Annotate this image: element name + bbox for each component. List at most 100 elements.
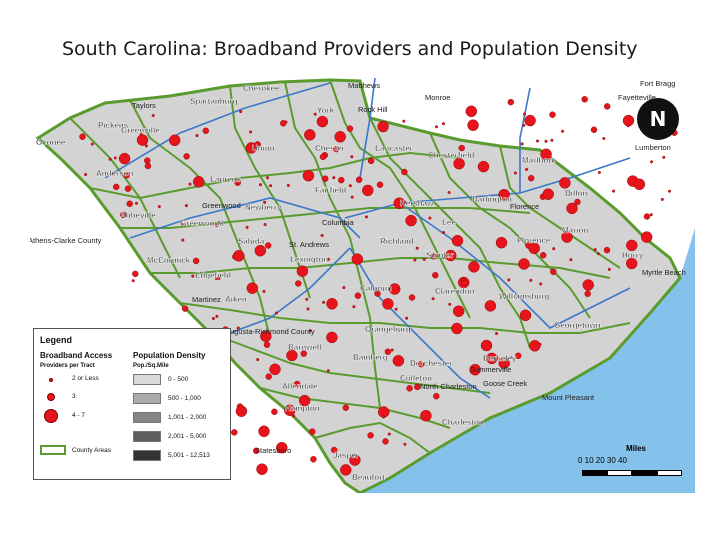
place-label: Lumberton [635, 143, 671, 152]
legend-density-swatch-4 [133, 431, 161, 442]
county-label: Newberry [245, 203, 282, 212]
legend-title: Legend [40, 335, 73, 345]
provider-dot [590, 126, 598, 133]
provider-dot [559, 177, 571, 189]
provider-dot [468, 261, 480, 273]
provider-dot [263, 200, 267, 204]
provider-dot [319, 153, 327, 161]
provider-dot [522, 123, 526, 127]
county-label: Georgetown [554, 321, 601, 330]
county-label: Spartanburg [190, 97, 238, 106]
place-label: Taylors [132, 101, 156, 110]
provider-dot [108, 157, 112, 161]
place-label: Summerville [470, 365, 511, 374]
provider-dot [550, 138, 554, 142]
provider-dot [467, 119, 479, 131]
provider-dot [90, 142, 94, 146]
place-label: Fort Bragg [640, 79, 675, 88]
county-boundary [229, 85, 311, 299]
provider-dot [389, 283, 401, 295]
place-label: Mount Pleasant [542, 393, 595, 402]
provider-dot [420, 410, 432, 422]
provider-dot [544, 139, 548, 143]
interstate-road [129, 197, 361, 239]
provider-dot [181, 223, 185, 227]
provider-dot [132, 270, 139, 278]
provider-dot [582, 98, 586, 102]
provider-dot [377, 120, 389, 133]
county-label: Lee [442, 218, 456, 227]
provider-dot [448, 302, 452, 306]
provider-dot [524, 114, 536, 127]
county-label: Greenwood [180, 219, 224, 228]
provider-dot [433, 393, 440, 400]
provider-dot [382, 415, 386, 419]
provider-dot [495, 331, 499, 335]
county-label: Fairfield [315, 186, 346, 195]
provider-dot [362, 184, 374, 197]
county-boundary [209, 332, 491, 394]
provider-dot [461, 279, 468, 287]
provider-dot [293, 380, 301, 388]
provider-dot [465, 105, 477, 117]
provider-dot [256, 358, 260, 362]
place-label: Athens-Clarke County [30, 236, 102, 245]
provider-dot [119, 211, 127, 219]
provider-dot [266, 176, 270, 180]
provider-dot [528, 174, 535, 182]
provider-dot [518, 258, 530, 270]
county-label: Cherokee [243, 84, 280, 93]
provider-dot [405, 214, 417, 227]
provider-dot [235, 405, 248, 417]
place-label: North Charleston [420, 382, 477, 391]
place-label: Goose Creek [483, 379, 527, 388]
provider-dot [191, 274, 195, 278]
north-arrow: N [637, 98, 679, 140]
provider-dot [286, 183, 290, 187]
provider-dot [405, 316, 409, 320]
provider-dot [112, 172, 116, 176]
county-label: Sumter [426, 251, 454, 260]
provider-dot [332, 176, 336, 180]
county-boundary [314, 421, 431, 454]
county-label: Beaufort [352, 473, 385, 482]
provider-dot [144, 144, 148, 148]
provider-dot [495, 236, 508, 249]
provider-dot [549, 111, 556, 118]
provider-dot [525, 167, 529, 171]
provider-dot [597, 170, 601, 174]
provider-dot [322, 300, 326, 304]
provider-dot [509, 356, 513, 360]
provider-dot [123, 172, 131, 179]
provider-dot [256, 463, 268, 475]
provider-dot [246, 282, 259, 294]
county-boundary [499, 145, 621, 269]
county-label: Pickens [98, 121, 129, 130]
place-label: St. Andrews [289, 240, 329, 249]
place-label: Columbia [322, 218, 355, 227]
legend-provider-class-3: 4 - 7 [72, 412, 86, 419]
provider-dot [382, 298, 394, 310]
provider-dot [540, 251, 547, 259]
provider-dot [469, 364, 481, 376]
provider-dot [394, 307, 398, 311]
provider-dot [184, 204, 188, 208]
provider-dot [507, 98, 514, 106]
provider-dot [520, 142, 524, 146]
provider-dot [513, 171, 517, 175]
provider-dot [183, 153, 190, 160]
provider-dot [327, 257, 331, 261]
provider-dot [310, 456, 317, 463]
provider-dot [263, 341, 271, 348]
county-boundary [179, 302, 631, 334]
county-label: Clarendon [435, 287, 475, 296]
place-label: Martinez [192, 295, 221, 304]
provider-dot [584, 290, 591, 298]
county-label: Laurens [210, 175, 242, 184]
county-boundary [429, 132, 591, 319]
provider-dot [217, 221, 221, 225]
provider-dot [192, 257, 200, 265]
provider-dot [431, 297, 435, 301]
provider-dot [486, 352, 498, 365]
provider-dot [118, 152, 131, 165]
